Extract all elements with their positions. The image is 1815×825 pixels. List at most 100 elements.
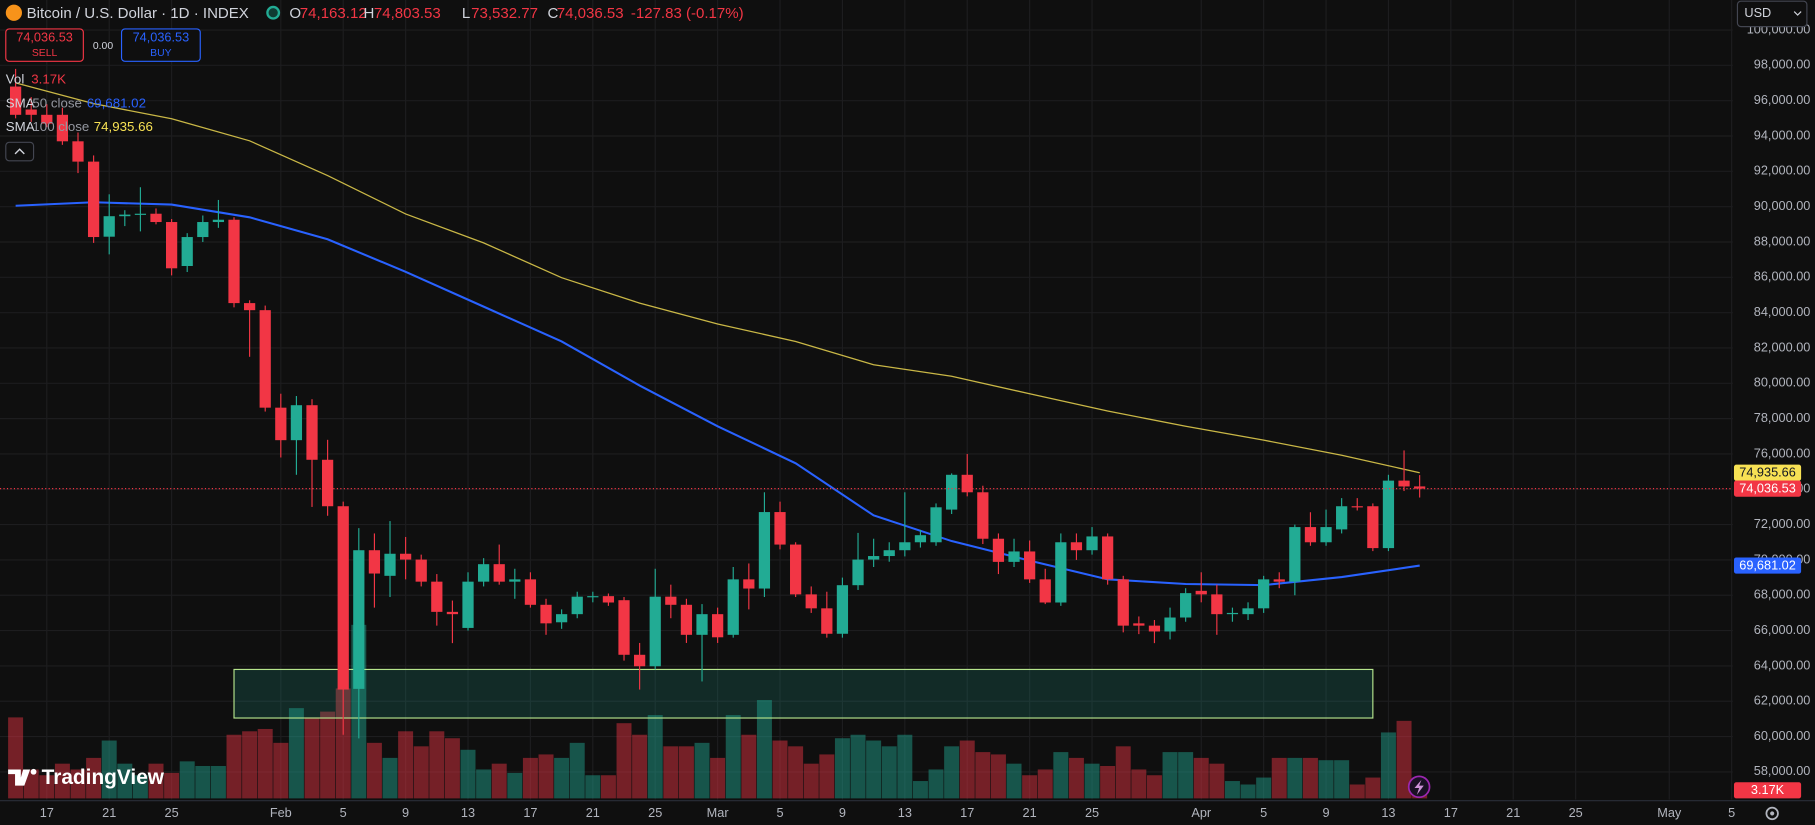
candle-body	[41, 114, 53, 124]
y-tick-label: 92,000.00	[1754, 163, 1811, 178]
volume-bar	[928, 769, 944, 799]
volume-bar	[476, 769, 492, 799]
volume-bar	[678, 746, 694, 799]
volume-bar	[257, 728, 273, 799]
volume-bar	[1380, 732, 1396, 799]
buy-box[interactable]	[120, 28, 201, 62]
candle-body	[1148, 625, 1161, 632]
candle-body	[478, 564, 490, 582]
price-badge-label: 74,935.66	[1739, 465, 1796, 480]
settings-hub[interactable]	[1770, 811, 1775, 816]
brand-icon	[8, 769, 31, 786]
x-tick-label: 9	[1323, 805, 1330, 820]
volume-bar	[834, 738, 850, 799]
sma-line	[15, 82, 1420, 474]
volume-bar	[663, 746, 679, 799]
volume-bar	[8, 717, 24, 799]
candle-body	[1242, 608, 1254, 615]
candle-body	[1133, 623, 1145, 626]
candle-body	[1273, 579, 1285, 582]
candle-body	[368, 550, 381, 574]
candle-body	[165, 222, 178, 269]
zone-layer	[233, 668, 1374, 719]
candle-body	[1398, 480, 1410, 487]
sell-label[interactable]: SELL	[32, 48, 58, 59]
candle-body	[587, 596, 599, 598]
candle-body	[1351, 506, 1363, 508]
buy-label[interactable]: BUY	[150, 48, 171, 59]
volume-bar	[944, 746, 960, 799]
collapse-button[interactable]	[5, 141, 35, 162]
volume-bar	[226, 734, 242, 799]
buy-button[interactable]: 74,036.53 BUY	[120, 28, 201, 62]
candle-body	[1008, 551, 1020, 562]
settings-ring[interactable]	[1765, 806, 1779, 821]
candle-body	[883, 550, 895, 557]
sell-price[interactable]: 74,036.53	[16, 30, 73, 45]
vol-value: 3.17K	[31, 71, 66, 86]
volume-bar	[1162, 752, 1178, 799]
candle-body	[1226, 612, 1239, 615]
y-tick-label: 96,000.00	[1754, 92, 1811, 107]
currency-label[interactable]: USD	[1744, 5, 1771, 20]
volume-bar	[1193, 757, 1209, 799]
candle-body	[384, 553, 396, 576]
candle-body	[696, 614, 708, 635]
candle-body	[290, 405, 303, 441]
candle-body	[712, 614, 724, 638]
volume-bar	[320, 711, 336, 799]
currency-chevron[interactable]	[1793, 11, 1802, 16]
x-tick-label: 13	[898, 805, 912, 820]
candle-body	[852, 559, 864, 586]
candle-body	[56, 114, 69, 142]
x-tick-label: 25	[165, 805, 179, 820]
candle-body	[805, 594, 817, 609]
settings-icon[interactable]	[1765, 806, 1779, 821]
volume-bar	[491, 763, 507, 799]
volume-bar	[725, 715, 741, 799]
sell-button[interactable]: 74,036.53 SELL	[5, 28, 84, 62]
volume-bar	[179, 761, 195, 799]
x-tick-label: 5	[340, 805, 347, 820]
volume-bar	[444, 738, 460, 799]
support-zone	[233, 668, 1374, 719]
candle-body	[665, 596, 677, 605]
volume-bar	[881, 746, 897, 799]
sma50-name: SMA	[6, 96, 35, 111]
candle-body	[493, 564, 505, 582]
currency-dropdown[interactable]: USD	[1736, 0, 1808, 28]
volume-bar	[1115, 746, 1131, 799]
price-badge	[1733, 480, 1802, 497]
alert-icon[interactable]	[1407, 775, 1431, 799]
candle-body	[743, 579, 755, 589]
currency-box[interactable]	[1736, 0, 1808, 28]
candle-body	[634, 654, 646, 667]
candle-body	[275, 407, 287, 441]
buy-price[interactable]: 74,036.53	[133, 30, 190, 45]
collapse-box[interactable]	[5, 141, 35, 162]
candle-body	[1320, 527, 1332, 543]
volume-bar	[288, 708, 304, 799]
spread: 0.00	[93, 41, 113, 52]
high-value: 74,803.53	[374, 5, 441, 22]
candle-body	[946, 474, 958, 510]
candle-body	[1258, 579, 1270, 609]
volume-bar	[117, 763, 133, 799]
volume-bar	[1068, 757, 1084, 799]
candle-body	[228, 219, 240, 304]
candle-layer	[0, 68, 1733, 739]
volume-bar	[819, 754, 835, 799]
collapse-chevron[interactable]	[14, 148, 25, 155]
sell-box[interactable]	[5, 28, 84, 62]
price-badge	[1733, 557, 1802, 574]
volume-bar	[959, 740, 975, 799]
candle-body	[9, 86, 22, 115]
volume-bar	[585, 775, 601, 799]
volume-bar	[741, 734, 757, 799]
candle-body	[899, 542, 911, 551]
symbol-title: Bitcoin / U.S. Dollar · 1D · INDEX	[27, 5, 249, 22]
candle-body	[415, 559, 427, 582]
alert-bolt[interactable]	[1414, 779, 1424, 795]
